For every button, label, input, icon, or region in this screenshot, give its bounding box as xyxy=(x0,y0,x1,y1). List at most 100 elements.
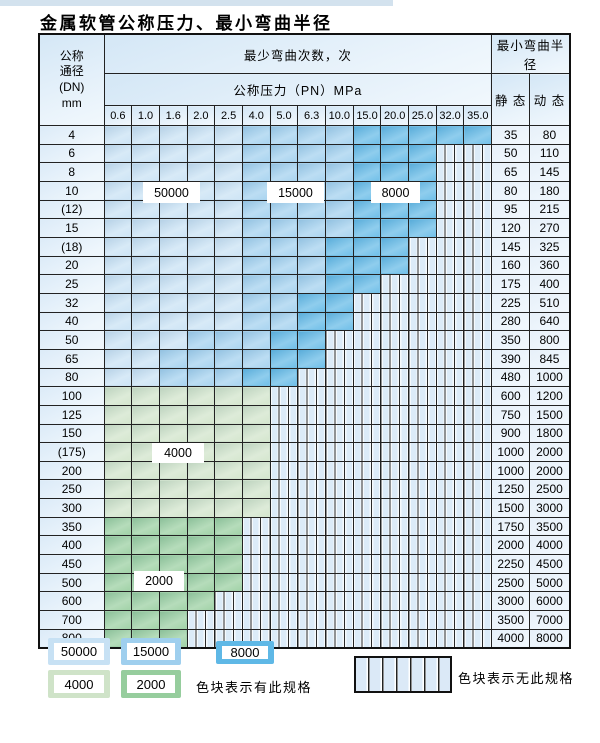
cell-no-spec xyxy=(463,143,493,164)
cell-no-spec xyxy=(325,628,354,649)
cell-no-spec xyxy=(463,423,493,444)
cell-spec-50000 xyxy=(158,218,188,238)
cell-spec-2000 xyxy=(103,516,133,537)
cell-no-spec xyxy=(435,572,465,593)
cell-no-spec xyxy=(297,516,326,537)
cell-spec-50000 xyxy=(103,255,133,276)
cell-spec-8000 xyxy=(352,143,382,164)
cell-no-spec xyxy=(325,348,354,369)
table-row-dn-6: 6 50 110 xyxy=(38,143,571,164)
cell-spec-15000 xyxy=(186,330,216,350)
cell-spec-50000 xyxy=(103,218,133,238)
cell-no-spec xyxy=(463,274,493,294)
cell-spec-4000 xyxy=(131,498,160,518)
cell-no-spec xyxy=(297,479,326,500)
cell-spec-4000 xyxy=(158,460,188,481)
cell-spec-4000 xyxy=(158,404,188,425)
cell-spec-15000 xyxy=(269,274,299,294)
legend-swatch-label: 50000 xyxy=(54,643,104,660)
static-radius-cell: 4000 xyxy=(491,628,531,649)
dynamic-radius-cell: 800 xyxy=(529,330,571,350)
cell-spec-50000 xyxy=(214,162,243,182)
cell-no-spec xyxy=(435,292,465,313)
cell-spec-15000 xyxy=(269,162,299,182)
cell-no-spec xyxy=(463,386,493,406)
pressure-col-25.0: 25.0 xyxy=(408,105,437,126)
cell-no-spec xyxy=(435,218,465,238)
table-row-dn-450: 450 2250 4500 xyxy=(38,554,571,574)
static-radius-cell: 2250 xyxy=(491,554,531,574)
pressure-col-5.0: 5.0 xyxy=(269,105,299,126)
cell-no-spec xyxy=(463,516,493,537)
dn-cell: 8 xyxy=(38,162,105,182)
cell-spec-50000 xyxy=(103,162,133,182)
cell-no-spec xyxy=(463,348,493,369)
cell-spec-50000 xyxy=(103,330,133,350)
cell-spec-50000 xyxy=(158,311,188,332)
cell-no-spec xyxy=(297,460,326,481)
cell-spec-15000 xyxy=(214,348,243,369)
cell-spec-50000 xyxy=(214,311,243,332)
cell-no-spec xyxy=(352,591,382,612)
cell-no-spec xyxy=(269,498,299,518)
cell-spec-4000 xyxy=(158,498,188,518)
cell-spec-8000 xyxy=(297,348,326,369)
cell-spec-2000 xyxy=(158,535,188,556)
cell-spec-50000 xyxy=(158,125,188,145)
cell-no-spec xyxy=(463,591,493,612)
table-row-dn-700: 700 3500 7000 xyxy=(38,610,571,630)
cell-no-spec xyxy=(352,516,382,537)
cell-spec-50000 xyxy=(103,199,133,220)
cell-spec-15000 xyxy=(297,218,326,238)
pressure-col-35.0: 35.0 xyxy=(463,105,493,126)
cell-no-spec xyxy=(325,460,354,481)
cell-spec-8000 xyxy=(325,236,354,257)
cell-no-spec xyxy=(352,423,382,444)
dn-cell: 250 xyxy=(38,479,105,500)
cell-spec-50000 xyxy=(103,274,133,294)
dynamic-radius-cell: 3500 xyxy=(529,516,571,537)
dynamic-radius-cell: 1200 xyxy=(529,386,571,406)
cell-spec-50000 xyxy=(214,255,243,276)
table-row-dn-200: 200 1000 2000 xyxy=(38,460,571,481)
cell-spec-4000 xyxy=(241,442,271,462)
cell-no-spec xyxy=(325,498,354,518)
cell-spec-15000 xyxy=(214,367,243,388)
cell-spec-8000 xyxy=(297,311,326,332)
cell-spec-8000 xyxy=(380,199,410,220)
cell-spec-50000 xyxy=(103,143,133,164)
dynamic-radius-cell: 2000 xyxy=(529,442,571,462)
cell-no-spec xyxy=(269,554,299,574)
cell-no-spec xyxy=(435,460,465,481)
dynamic-radius-cell: 6000 xyxy=(529,591,571,612)
legend-swatch-label: 8000 xyxy=(222,645,268,660)
cycles-label-15000: 15000 xyxy=(267,182,324,203)
cell-no-spec xyxy=(186,628,216,649)
cell-no-spec xyxy=(214,610,243,630)
table-row-dn-18: (18) 145 325 xyxy=(38,236,571,257)
cell-spec-15000 xyxy=(241,330,271,350)
table-row-dn-800: 80040008000 xyxy=(38,628,571,649)
cell-no-spec xyxy=(380,292,410,313)
static-header: 静 态 xyxy=(491,73,531,126)
cell-spec-50000 xyxy=(131,274,160,294)
cell-spec-4000 xyxy=(186,404,216,425)
dynamic-radius-cell: 2500 xyxy=(529,479,571,500)
pressure-col-1.6: 1.6 xyxy=(158,105,188,126)
dn-cell: 300 xyxy=(38,498,105,518)
cell-spec-4000 xyxy=(186,498,216,518)
pressure-col-32.0: 32.0 xyxy=(435,105,465,126)
spec-table-grid: 公称 通径 (DN) mm 最少弯曲次数，次 最小弯曲半径 公称压力（PN）MPa 静… xyxy=(38,33,571,649)
cell-spec-4000 xyxy=(241,498,271,518)
dn-cell: 25 xyxy=(38,274,105,294)
dn-cell: 100 xyxy=(38,386,105,406)
cell-no-spec xyxy=(435,330,465,350)
dn-cell: 65 xyxy=(38,348,105,369)
cell-spec-50000 xyxy=(186,162,216,182)
cell-no-spec xyxy=(352,386,382,406)
cell-no-spec xyxy=(380,423,410,444)
dn-cell: 6 xyxy=(38,143,105,164)
static-radius-cell: 160 xyxy=(491,255,531,276)
cell-no-spec xyxy=(325,442,354,462)
dn-cell: 400 xyxy=(38,535,105,556)
